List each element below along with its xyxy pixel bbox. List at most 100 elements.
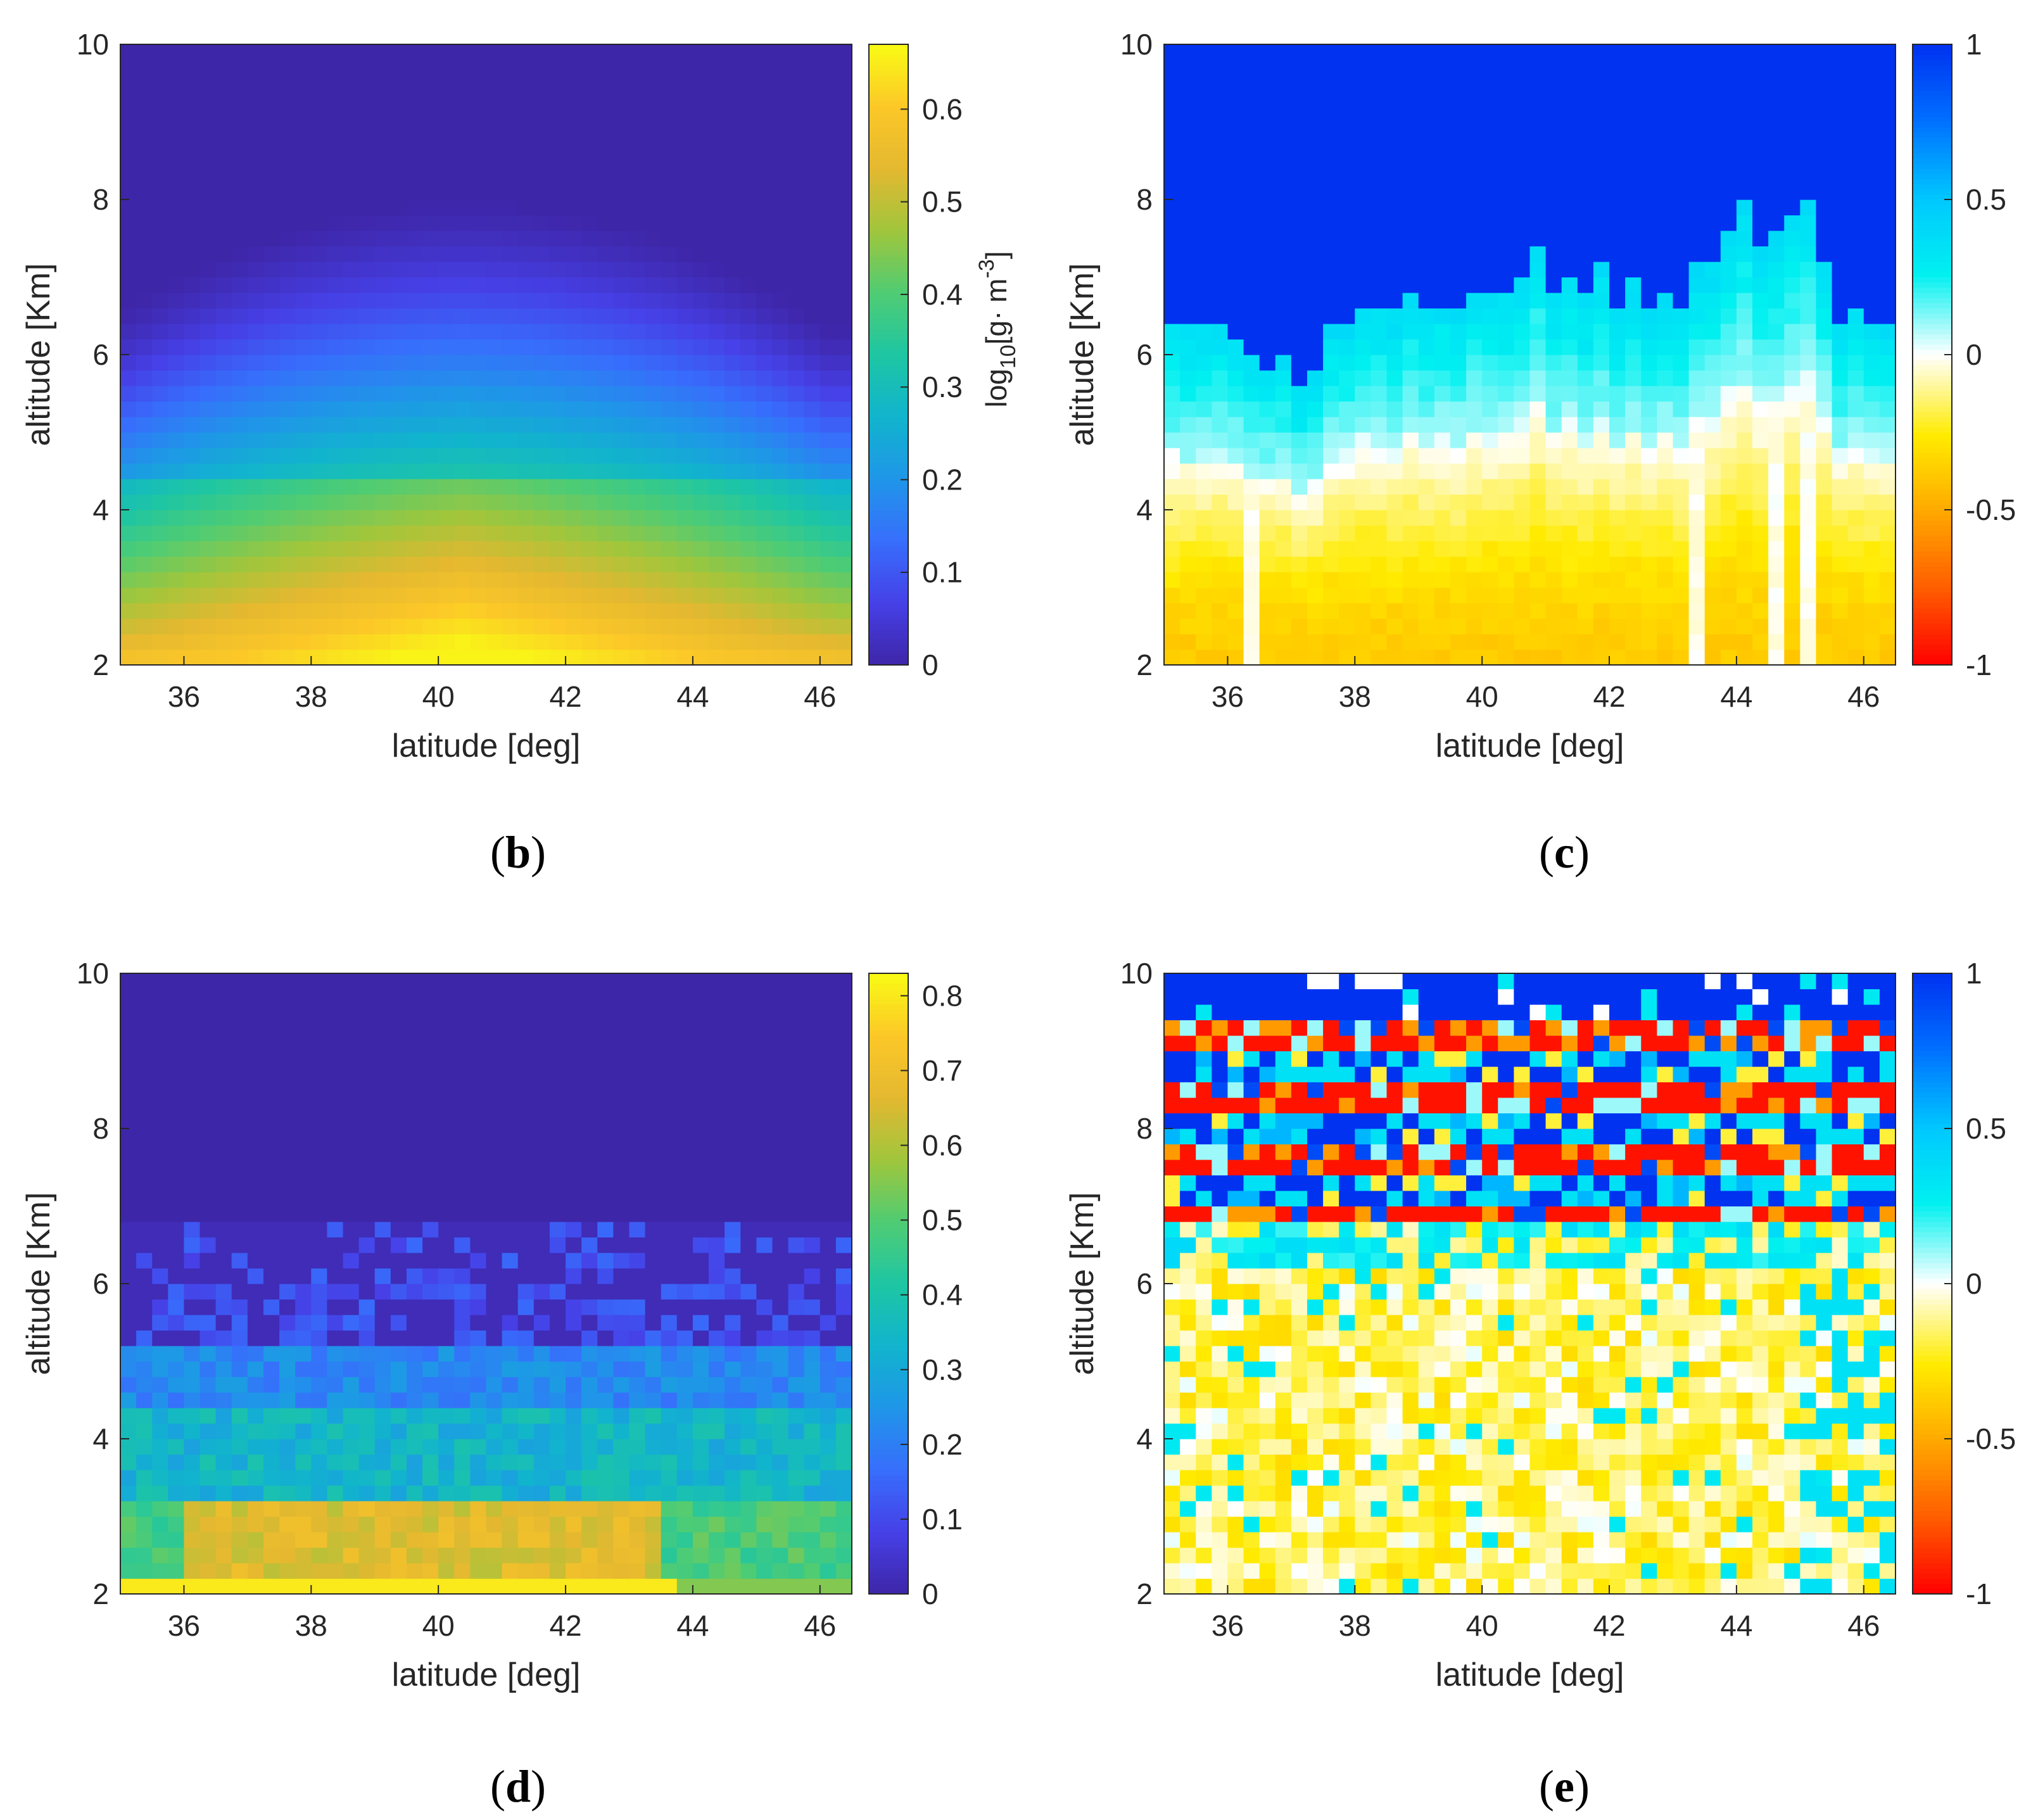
heatmap-cell xyxy=(327,1284,344,1300)
heatmap-cell xyxy=(215,106,232,123)
heatmap-cell xyxy=(676,277,693,293)
heatmap-cell xyxy=(1545,106,1562,123)
heatmap-cell xyxy=(231,479,248,495)
heatmap-cell xyxy=(486,137,503,154)
colorbar-segment xyxy=(869,101,908,107)
heatmap-cell xyxy=(327,137,344,154)
heatmap-cell xyxy=(199,44,217,61)
heatmap-cell xyxy=(438,463,455,479)
heatmap-cell xyxy=(1688,262,1706,278)
heatmap-cell xyxy=(358,510,376,526)
heatmap-cell xyxy=(1657,106,1674,123)
heatmap-cell xyxy=(470,106,487,123)
heatmap-cell xyxy=(390,634,407,650)
heatmap-cell xyxy=(1641,308,1657,324)
heatmap-cell xyxy=(184,1578,201,1595)
heatmap-cell xyxy=(1577,510,1594,526)
heatmap-cell xyxy=(1561,432,1578,448)
colorbar-segment xyxy=(869,262,908,267)
heatmap-cell xyxy=(1164,541,1180,557)
colorbar-segment xyxy=(869,473,908,479)
heatmap-cell xyxy=(343,168,360,185)
heatmap-cell xyxy=(1561,199,1578,216)
heatmap-cell xyxy=(645,137,662,154)
heatmap-cell xyxy=(740,324,757,340)
heatmap-cell xyxy=(454,1346,471,1362)
heatmap-cell xyxy=(327,1454,344,1470)
heatmap-cell xyxy=(152,1485,168,1501)
heatmap-cell xyxy=(1482,277,1498,293)
heatmap-cell xyxy=(343,75,360,92)
heatmap-cell xyxy=(406,1253,423,1269)
heatmap-cell xyxy=(1529,386,1547,402)
heatmap-cell xyxy=(804,324,821,340)
heatmap-cell xyxy=(1402,44,1419,61)
heatmap-cell xyxy=(406,44,423,61)
heatmap-cell xyxy=(740,386,757,402)
heatmap-cell xyxy=(1227,525,1244,541)
heatmap-cell xyxy=(1768,122,1785,138)
heatmap-cell xyxy=(358,494,376,510)
heatmap-cell xyxy=(327,1222,344,1238)
heatmap-cell xyxy=(120,634,137,650)
heatmap-cell xyxy=(1720,324,1737,340)
heatmap-cell xyxy=(358,1501,376,1517)
heatmap-cell xyxy=(1180,231,1196,247)
heatmap-cell xyxy=(1784,106,1801,123)
heatmap-cell xyxy=(1816,618,1833,635)
heatmap-cell xyxy=(1863,277,1880,293)
colorbar-segment xyxy=(1913,422,1952,427)
heatmap-cell xyxy=(1688,401,1706,417)
heatmap-cell xyxy=(311,1392,328,1408)
heatmap-cell xyxy=(1498,44,1514,61)
heatmap-cell xyxy=(1752,463,1769,479)
colorbar-segment xyxy=(869,556,908,562)
heatmap-cell xyxy=(1355,432,1372,448)
heatmap-cell xyxy=(199,215,217,231)
heatmap-cell xyxy=(136,525,153,541)
heatmap-cell xyxy=(581,168,598,185)
heatmap-cell xyxy=(327,1128,344,1145)
heatmap-cell xyxy=(1879,91,1896,107)
heatmap-cell xyxy=(1545,60,1562,76)
heatmap-cell xyxy=(1450,386,1467,402)
heatmap-cell xyxy=(1498,106,1514,123)
heatmap-cell xyxy=(1657,541,1674,557)
heatmap-cell xyxy=(136,1082,153,1098)
heatmap-cell xyxy=(1561,44,1578,61)
heatmap-cell xyxy=(1259,634,1276,650)
heatmap-cell xyxy=(231,572,248,588)
heatmap-cell xyxy=(295,1082,312,1098)
heatmap-cell xyxy=(1498,75,1514,92)
heatmap-cell xyxy=(629,277,646,293)
heatmap-cell xyxy=(1577,122,1594,138)
heatmap-cell xyxy=(358,417,376,433)
heatmap-cell xyxy=(454,1563,471,1579)
heatmap-cell xyxy=(327,1346,344,1362)
heatmap-cell xyxy=(168,572,185,588)
heatmap-cell xyxy=(1593,137,1610,154)
heatmap-cell xyxy=(1736,339,1753,355)
heatmap-cell xyxy=(1370,262,1388,278)
heatmap-cell xyxy=(1514,60,1531,76)
heatmap-cell xyxy=(231,106,248,123)
heatmap-cell xyxy=(1212,324,1229,340)
heatmap-cell xyxy=(1180,168,1196,185)
heatmap-cell xyxy=(168,44,185,61)
colorbar-segment xyxy=(869,479,908,484)
heatmap-cell xyxy=(231,401,248,417)
heatmap-cell xyxy=(1482,106,1498,123)
heatmap-cell xyxy=(486,1066,503,1083)
heatmap-cell xyxy=(1673,556,1690,572)
heatmap-cell xyxy=(374,370,391,386)
heatmap-cell xyxy=(1577,153,1594,169)
heatmap-cell xyxy=(136,1097,153,1114)
heatmap-cell xyxy=(390,525,407,541)
heatmap-cell xyxy=(581,618,598,635)
heatmap-cell xyxy=(295,1485,312,1501)
heatmap-cell xyxy=(1370,479,1388,495)
heatmap-cell xyxy=(566,277,582,293)
heatmap-cell xyxy=(1704,324,1721,340)
heatmap-cell xyxy=(835,448,852,464)
